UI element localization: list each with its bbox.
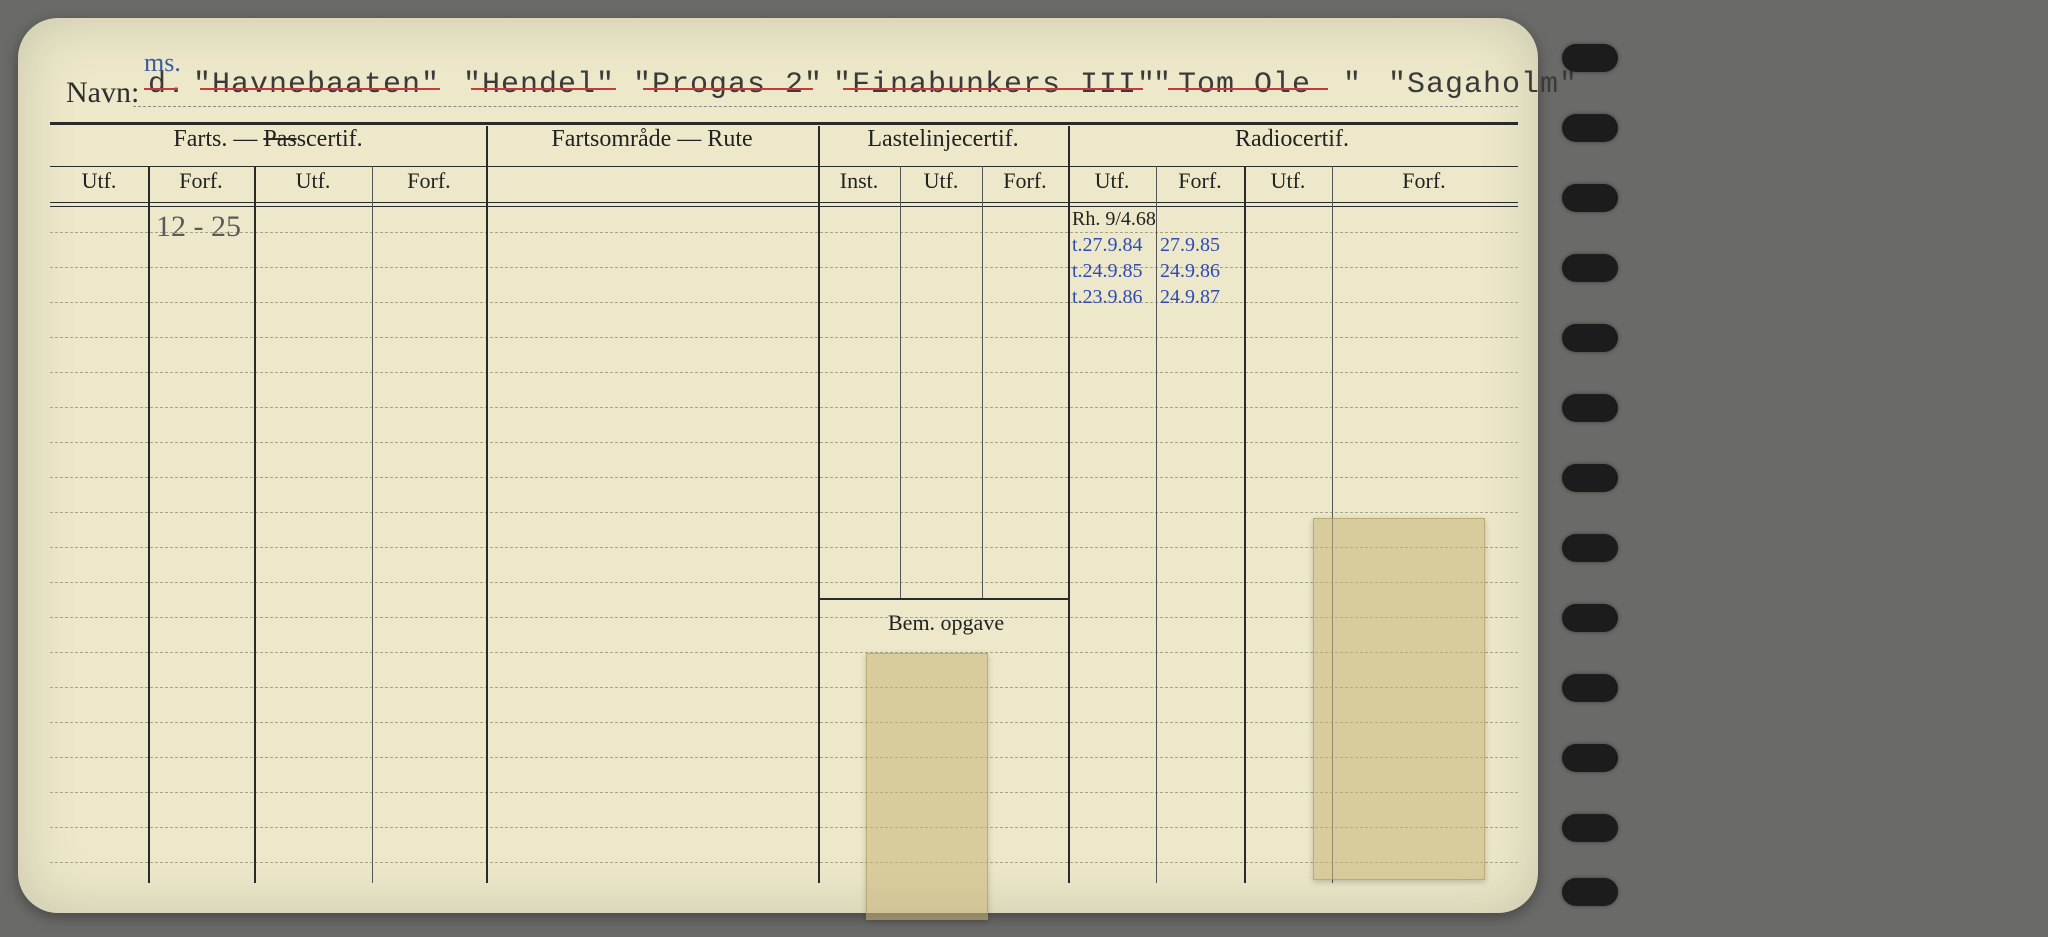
sub-forf: Forf. xyxy=(1156,168,1244,202)
ruled-line xyxy=(50,442,1518,443)
section-laste: Lastelinjecertif. xyxy=(818,126,1068,166)
binder-hole xyxy=(1562,394,1618,422)
ship-names-row: d."Havnebaaten" "Hendel" "Progas 2" "Finabu… xyxy=(138,68,1508,108)
ship-name: "Havnebaaten" xyxy=(193,68,440,102)
index-card: Navn: ms. d."Havnebaaten""Hendel""Progas… xyxy=(18,18,1538,913)
ship-name: "Finabunkers III" xyxy=(833,68,1156,102)
heavy-rule xyxy=(50,122,1518,125)
red-strike xyxy=(1168,88,1328,90)
ship-name: " xyxy=(1153,68,1172,102)
bem-opgave-label: Bem. opgave xyxy=(888,610,1004,636)
ruled-line xyxy=(50,687,1518,688)
ship-name: " xyxy=(1343,68,1362,102)
vline xyxy=(372,166,373,883)
binder-hole xyxy=(1562,534,1618,562)
ruled-line xyxy=(50,582,1518,583)
binder-hole xyxy=(1562,114,1618,142)
binder-hole xyxy=(1562,674,1618,702)
ruled-line xyxy=(50,337,1518,338)
sub-utf: Utf. xyxy=(1068,168,1156,202)
red-strike xyxy=(200,88,440,90)
section-mid-rule xyxy=(50,166,1518,167)
bem-opgave-box xyxy=(818,598,1068,600)
binder-hole xyxy=(1562,44,1618,72)
ruled-line xyxy=(50,372,1518,373)
ruled-line xyxy=(50,722,1518,723)
hand-forf1: 12 - 25 xyxy=(156,210,241,244)
vline xyxy=(254,166,256,883)
sub-inst: Inst. xyxy=(818,168,900,202)
tape-patch xyxy=(1313,518,1485,880)
binder-hole xyxy=(1562,184,1618,212)
hand-radio-utf: t.23.9.86 xyxy=(1072,286,1143,309)
section-farts: Farts. — Passcertif. xyxy=(50,126,486,166)
hand-radio-utf: t.24.9.85 xyxy=(1072,260,1143,283)
ship-name: "Hendel" xyxy=(463,68,615,102)
binder-hole xyxy=(1562,814,1618,842)
vline xyxy=(486,126,488,883)
ship-name: "Progas 2" xyxy=(633,68,823,102)
ruled-line xyxy=(50,617,1518,618)
ruled-line xyxy=(50,302,1518,303)
ruled-line xyxy=(50,757,1518,758)
ruled-line xyxy=(50,232,1518,233)
binder-hole xyxy=(1562,254,1618,282)
sub-forf: Forf. xyxy=(148,168,254,202)
farts-pas-struck: Pas xyxy=(263,126,296,152)
sub-utf: Utf. xyxy=(254,168,372,202)
sub-forf: Forf. xyxy=(982,168,1068,202)
sub-forf: Forf. xyxy=(1332,168,1516,202)
sub-utf: Utf. xyxy=(50,168,148,202)
vline xyxy=(982,166,983,598)
binder-hole xyxy=(1562,324,1618,352)
label-navn: Navn: xyxy=(66,76,139,110)
tape-patch xyxy=(866,653,988,920)
binder-hole xyxy=(1562,878,1618,906)
vline xyxy=(1244,166,1246,883)
ship-name: d. xyxy=(148,68,186,102)
sub-forf: Forf. xyxy=(372,168,486,202)
vline xyxy=(148,166,150,883)
hand-radio-utf: Rh. 9/4.68 xyxy=(1072,208,1156,231)
vline xyxy=(1068,126,1070,883)
red-strike xyxy=(643,88,813,90)
section-radio: Radiocertif. xyxy=(1068,126,1516,166)
vline xyxy=(1156,166,1157,883)
ruled-line xyxy=(50,407,1518,408)
ruled-line xyxy=(50,827,1518,828)
ship-name: Tom Ole xyxy=(1178,68,1311,102)
red-strike xyxy=(144,88,178,90)
ruled-line xyxy=(50,477,1518,478)
section-fartsomrade: Fartsområde — Rute xyxy=(486,126,818,166)
ruled-line xyxy=(50,267,1518,268)
ruled-line xyxy=(50,792,1518,793)
ship-name: "Sagaholm" xyxy=(1388,68,1578,102)
sub-rule xyxy=(50,202,1518,203)
sub-utf: Utf. xyxy=(900,168,982,202)
red-strike xyxy=(471,88,616,90)
hand-radio-forf: 24.9.87 xyxy=(1160,286,1220,309)
sub-utf: Utf. xyxy=(1244,168,1332,202)
binder-hole xyxy=(1562,744,1618,772)
farts-scertif: scertif. xyxy=(297,126,363,152)
binder-hole xyxy=(1562,464,1618,492)
ruled-line xyxy=(50,862,1518,863)
vline xyxy=(818,126,820,883)
farts-label: Farts. — xyxy=(173,126,257,152)
ruled-line xyxy=(50,547,1518,548)
vline xyxy=(900,166,901,598)
red-strike xyxy=(843,88,1143,90)
ruled-line xyxy=(50,512,1518,513)
ruled-line xyxy=(50,652,1518,653)
hand-radio-forf: 27.9.85 xyxy=(1160,234,1220,257)
hand-radio-utf: t.27.9.84 xyxy=(1072,234,1143,257)
hand-radio-forf: 24.9.86 xyxy=(1160,260,1220,283)
binder-hole xyxy=(1562,604,1618,632)
